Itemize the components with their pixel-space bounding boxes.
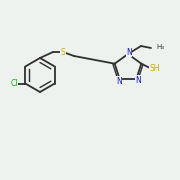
Text: Cl: Cl [10, 79, 18, 88]
Text: S: S [61, 48, 65, 57]
Text: H₃: H₃ [156, 44, 164, 50]
Text: SH: SH [149, 64, 159, 73]
Text: N: N [135, 76, 141, 85]
Text: N: N [116, 77, 122, 86]
Text: N: N [126, 48, 132, 57]
